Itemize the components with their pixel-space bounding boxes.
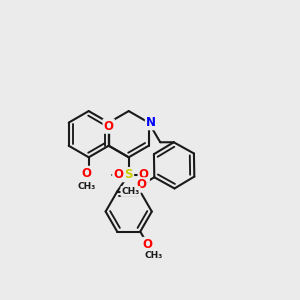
Text: CH₃: CH₃ [145,251,163,260]
Text: CH₃: CH₃ [77,182,95,191]
Text: O: O [113,168,123,181]
Text: S: S [124,168,133,181]
Text: CH₃: CH₃ [122,187,140,196]
Text: O: O [139,168,149,181]
Text: N: N [146,116,156,129]
Text: O: O [143,238,153,251]
Text: O: O [81,167,92,180]
Text: O: O [104,120,114,133]
Text: O: O [136,178,146,191]
